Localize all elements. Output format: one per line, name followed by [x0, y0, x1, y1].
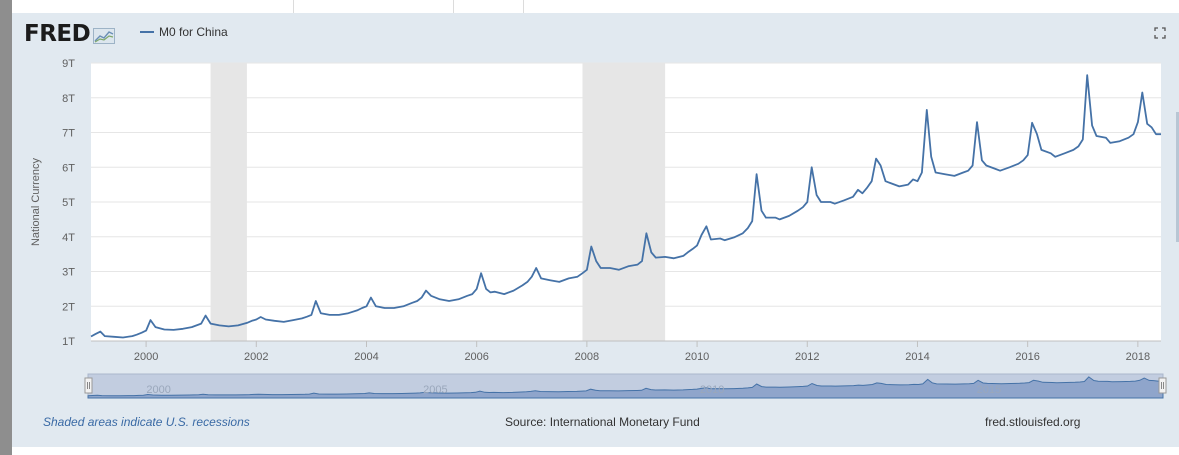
fred-graph-icon [93, 28, 116, 44]
y-tick-label: 3T [62, 267, 75, 279]
navigator-label: 2015 [977, 384, 1001, 396]
fred-logo[interactable]: FRED [24, 20, 116, 48]
x-tick-label: 2004 [354, 351, 378, 363]
y-tick-label: 9T [62, 58, 75, 70]
navigator-series [87, 376, 1164, 399]
y-tick-label: 6T [62, 162, 75, 174]
x-tick-label: 2000 [134, 351, 158, 363]
navigator-label: 2005 [423, 384, 447, 396]
source-note: Source: International Monetary Fund [505, 415, 700, 429]
chart-legend: M0 for China [140, 25, 228, 39]
recession-note-link[interactable]: Shaded areas indicate U.S. recessions [43, 415, 250, 429]
toolbar-divider [453, 0, 454, 13]
x-tick-label: 2012 [795, 351, 819, 363]
legend-series-label: M0 for China [159, 25, 228, 39]
x-tick-label: 2006 [464, 351, 488, 363]
x-tick-label: 2018 [1126, 351, 1150, 363]
x-tick-label: 2002 [244, 351, 268, 363]
navigator-handle-right[interactable] [1158, 377, 1167, 394]
fullscreen-icon[interactable] [1154, 27, 1166, 39]
plot-area: 1T 2T 3T 4T 5T 6T 7T 8T 9T 2000 2002 2004 2006 2008 20… [30, 58, 1161, 363]
y-axis-label: National Currency [30, 157, 42, 246]
legend-swatch [140, 31, 154, 33]
x-tick-label: 2010 [685, 351, 709, 363]
y-tick-label: 1T [62, 336, 75, 348]
navigator-label: 2010 [700, 384, 724, 396]
navigator-label: 2000 [146, 384, 170, 396]
y-tick-label: 4T [62, 232, 75, 244]
window-left-edge [0, 0, 12, 455]
x-tick-label: 2016 [1015, 351, 1039, 363]
x-tick-label: 2014 [905, 351, 929, 363]
series-line [90, 74, 1161, 339]
range-navigator[interactable]: 2000 2005 2010 2015 [84, 373, 1167, 399]
y-tick-label: 2T [62, 301, 75, 313]
x-tick-label: 2008 [575, 351, 599, 363]
y-tick-label: 8T [62, 93, 75, 105]
y-tick-label: 7T [62, 128, 75, 140]
toolbar-divider [523, 0, 524, 13]
y-tick-label: 5T [62, 197, 75, 209]
panel-scroll-edge [1176, 112, 1179, 242]
site-link[interactable]: fred.stlouisfed.org [985, 415, 1081, 429]
navigator-handle-left[interactable] [84, 377, 93, 394]
toolbar-divider [293, 0, 294, 13]
logo-text: FRED [24, 21, 91, 47]
top-toolbar-strip [12, 0, 1179, 13]
